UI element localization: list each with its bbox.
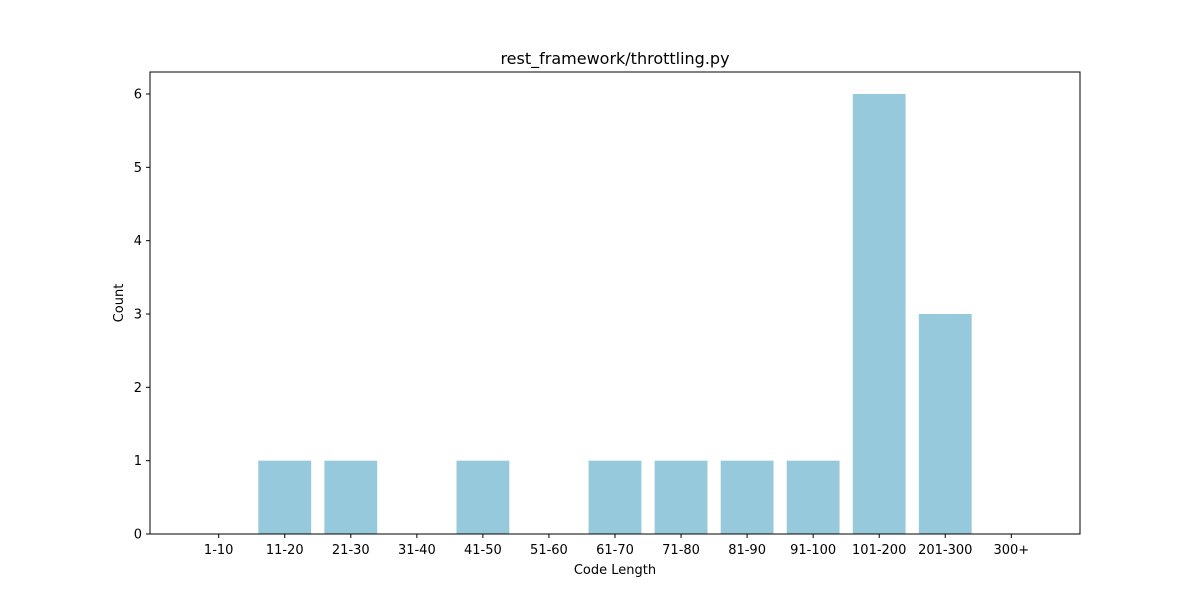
bars xyxy=(258,94,972,534)
chart-title: rest_framework/throttling.py xyxy=(500,49,729,69)
y-axis: 0 1 2 3 4 5 6 xyxy=(134,88,150,543)
y-axis-label: Count xyxy=(112,284,127,323)
x-tick-label: 71-80 xyxy=(662,543,700,558)
x-tick-label: 91-100 xyxy=(790,543,836,558)
x-tick-label: 41-50 xyxy=(464,543,502,558)
x-tick-label: 201-300 xyxy=(918,543,972,558)
bar-11-20 xyxy=(258,460,312,534)
x-axis: 1-10 11-20 21-30 31-40 41-50 51-60 61-70 71-80 8… xyxy=(204,534,1029,558)
x-tick-label: 1-10 xyxy=(204,543,234,558)
x-tick-label: 11-20 xyxy=(266,543,304,558)
x-tick-label: 300+ xyxy=(993,543,1029,558)
y-tick-label: 4 xyxy=(134,234,142,249)
bar-101-200 xyxy=(852,94,906,534)
bar-81-90 xyxy=(720,460,774,534)
y-tick-label: 1 xyxy=(134,454,142,469)
x-axis-label: Code Length xyxy=(574,563,656,578)
bar-21-30 xyxy=(324,460,378,534)
y-tick-label: 6 xyxy=(134,88,142,103)
x-tick-label: 31-40 xyxy=(398,543,436,558)
y-tick-label: 2 xyxy=(134,381,142,396)
bar-91-100 xyxy=(786,460,840,534)
bar-61-70 xyxy=(588,460,642,534)
x-tick-label: 101-200 xyxy=(852,543,906,558)
x-tick-label: 21-30 xyxy=(332,543,370,558)
x-tick-label: 81-90 xyxy=(728,543,766,558)
y-tick-label: 5 xyxy=(134,161,142,176)
bar-41-50 xyxy=(456,460,510,534)
y-tick-label: 0 xyxy=(134,528,142,543)
bar-201-300 xyxy=(918,314,972,534)
x-tick-label: 61-70 xyxy=(596,543,634,558)
bar-71-80 xyxy=(654,460,708,534)
y-tick-label: 3 xyxy=(134,308,142,323)
x-tick-label: 51-60 xyxy=(530,543,568,558)
